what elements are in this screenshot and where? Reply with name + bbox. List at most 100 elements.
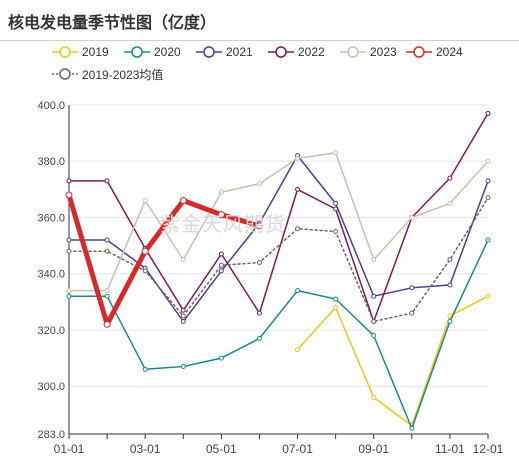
data-point-2020	[104, 293, 110, 299]
legend-item-2019[interactable]: 2019	[52, 44, 109, 60]
y-tick-label: 380.0	[37, 156, 65, 168]
x-tick-label: 07-01	[282, 442, 313, 456]
data-point-2023	[104, 288, 110, 294]
data-point-2020	[256, 335, 262, 341]
data-point-2024	[65, 191, 73, 199]
line-chart: 283.0 300.0 320.0 340.0 360.0 380.0 400.0 01-01…	[37, 100, 504, 456]
y-tick-label: 283.0	[37, 429, 65, 441]
legend-label: 2019	[82, 45, 109, 59]
legend-swatch-icon	[268, 46, 294, 58]
legend-swatch-icon	[406, 46, 432, 58]
data-point-2021	[180, 319, 186, 325]
series-line-2023	[68, 152, 489, 292]
data-point-2023	[66, 288, 72, 294]
x-tick-label: 09-01	[358, 442, 389, 456]
data-point-2024	[217, 211, 225, 219]
data-point-2023	[295, 155, 301, 161]
data-point-2023	[142, 198, 148, 204]
x-tick-label: 03-01	[130, 442, 161, 456]
data-point-2019-2023均值	[409, 310, 415, 316]
legend-label: 2023	[370, 45, 397, 59]
data-point-2019	[485, 293, 491, 299]
series-line-2019-2023均值	[68, 197, 489, 323]
data-point-2023	[447, 200, 453, 206]
data-point-2022	[485, 110, 491, 116]
data-point-2019-2023均值	[180, 313, 186, 319]
data-point-2019-2023均值	[218, 262, 224, 268]
legend-swatch-icon	[52, 68, 78, 80]
series-line-2021	[68, 154, 489, 323]
data-point-2021	[409, 285, 415, 291]
data-point-2019-2023均值	[295, 226, 301, 232]
chart-title: 核电发电量季节性图（亿度）	[8, 13, 217, 32]
data-point-2022	[180, 307, 186, 313]
data-point-2023	[409, 214, 415, 220]
data-point-2021	[447, 282, 453, 288]
legend-item-2021[interactable]: 2021	[196, 44, 253, 60]
data-point-2021	[104, 237, 110, 243]
data-point-2020	[180, 364, 186, 370]
legend-item-2020[interactable]: 2020	[124, 44, 181, 60]
title-divider	[0, 40, 519, 41]
legend-label: 2019-2023均值	[82, 67, 164, 82]
watermark-text: 紫金天风期货	[160, 212, 286, 236]
data-point-2020	[409, 425, 415, 431]
legend-swatch-icon	[196, 46, 222, 58]
legend-swatch-icon	[124, 46, 150, 58]
data-point-2019-2023均值	[104, 248, 110, 254]
x-tick-label: 12-01	[473, 442, 504, 456]
data-point-2021	[485, 178, 491, 184]
y-tick-label: 360.0	[37, 212, 65, 224]
data-point-2019	[295, 347, 301, 353]
data-point-2024	[179, 197, 187, 205]
legend-item-2022[interactable]: 2022	[268, 44, 325, 60]
data-point-2019-2023均值	[142, 268, 148, 274]
series-line-2022	[68, 112, 489, 323]
data-point-2020	[295, 288, 301, 294]
legend-label: 2020	[154, 45, 181, 59]
data-point-2020	[218, 355, 224, 361]
data-point-2019	[333, 304, 339, 310]
data-point-2020	[142, 366, 148, 372]
data-point-2022	[295, 186, 301, 192]
data-point-2022	[447, 175, 453, 181]
data-point-2022	[104, 178, 110, 184]
series-line-2024	[66, 192, 262, 327]
legend-item-2023[interactable]: 2023	[340, 44, 397, 60]
y-tick-label: 400.0	[37, 100, 65, 112]
data-point-2021	[333, 200, 339, 206]
data-point-2020	[371, 333, 377, 339]
legend-label: 2022	[298, 45, 325, 59]
y-tick-label: 300.0	[37, 381, 65, 393]
data-point-2023	[180, 257, 186, 263]
x-tick-label: 11-01	[435, 442, 465, 456]
legend-label: 2024	[436, 45, 463, 59]
data-point-2024	[255, 222, 263, 230]
data-point-2022	[256, 310, 262, 316]
legend-swatch-icon	[340, 46, 366, 58]
data-point-2019-2023均值	[333, 229, 339, 235]
data-point-2022	[218, 251, 224, 257]
x-tick-label: 05-01	[206, 442, 237, 456]
data-point-2023	[218, 189, 224, 195]
y-tick-label: 320.0	[37, 325, 65, 337]
data-point-2023	[256, 181, 262, 187]
legend-item-2019-2023均值[interactable]: 2019-2023均值	[52, 66, 163, 82]
data-point-2020	[447, 319, 453, 325]
data-point-2020	[66, 293, 72, 299]
data-point-2022	[333, 206, 339, 212]
legend-label: 2021	[226, 45, 253, 59]
y-tick-label: 340.0	[37, 269, 65, 281]
data-point-2019	[371, 394, 377, 400]
data-point-2019-2023均值	[66, 248, 72, 254]
data-point-2024	[103, 320, 111, 328]
data-point-2019-2023均值	[447, 257, 453, 263]
data-point-2023	[485, 158, 491, 164]
data-point-2023	[371, 257, 377, 263]
data-point-2021	[218, 268, 224, 274]
x-tick-label: 01-01	[54, 442, 85, 456]
legend-item-2024[interactable]: 2024	[406, 44, 463, 60]
series-line-2020	[68, 239, 489, 430]
data-point-2021	[371, 293, 377, 299]
data-point-2019-2023均值	[371, 319, 377, 325]
